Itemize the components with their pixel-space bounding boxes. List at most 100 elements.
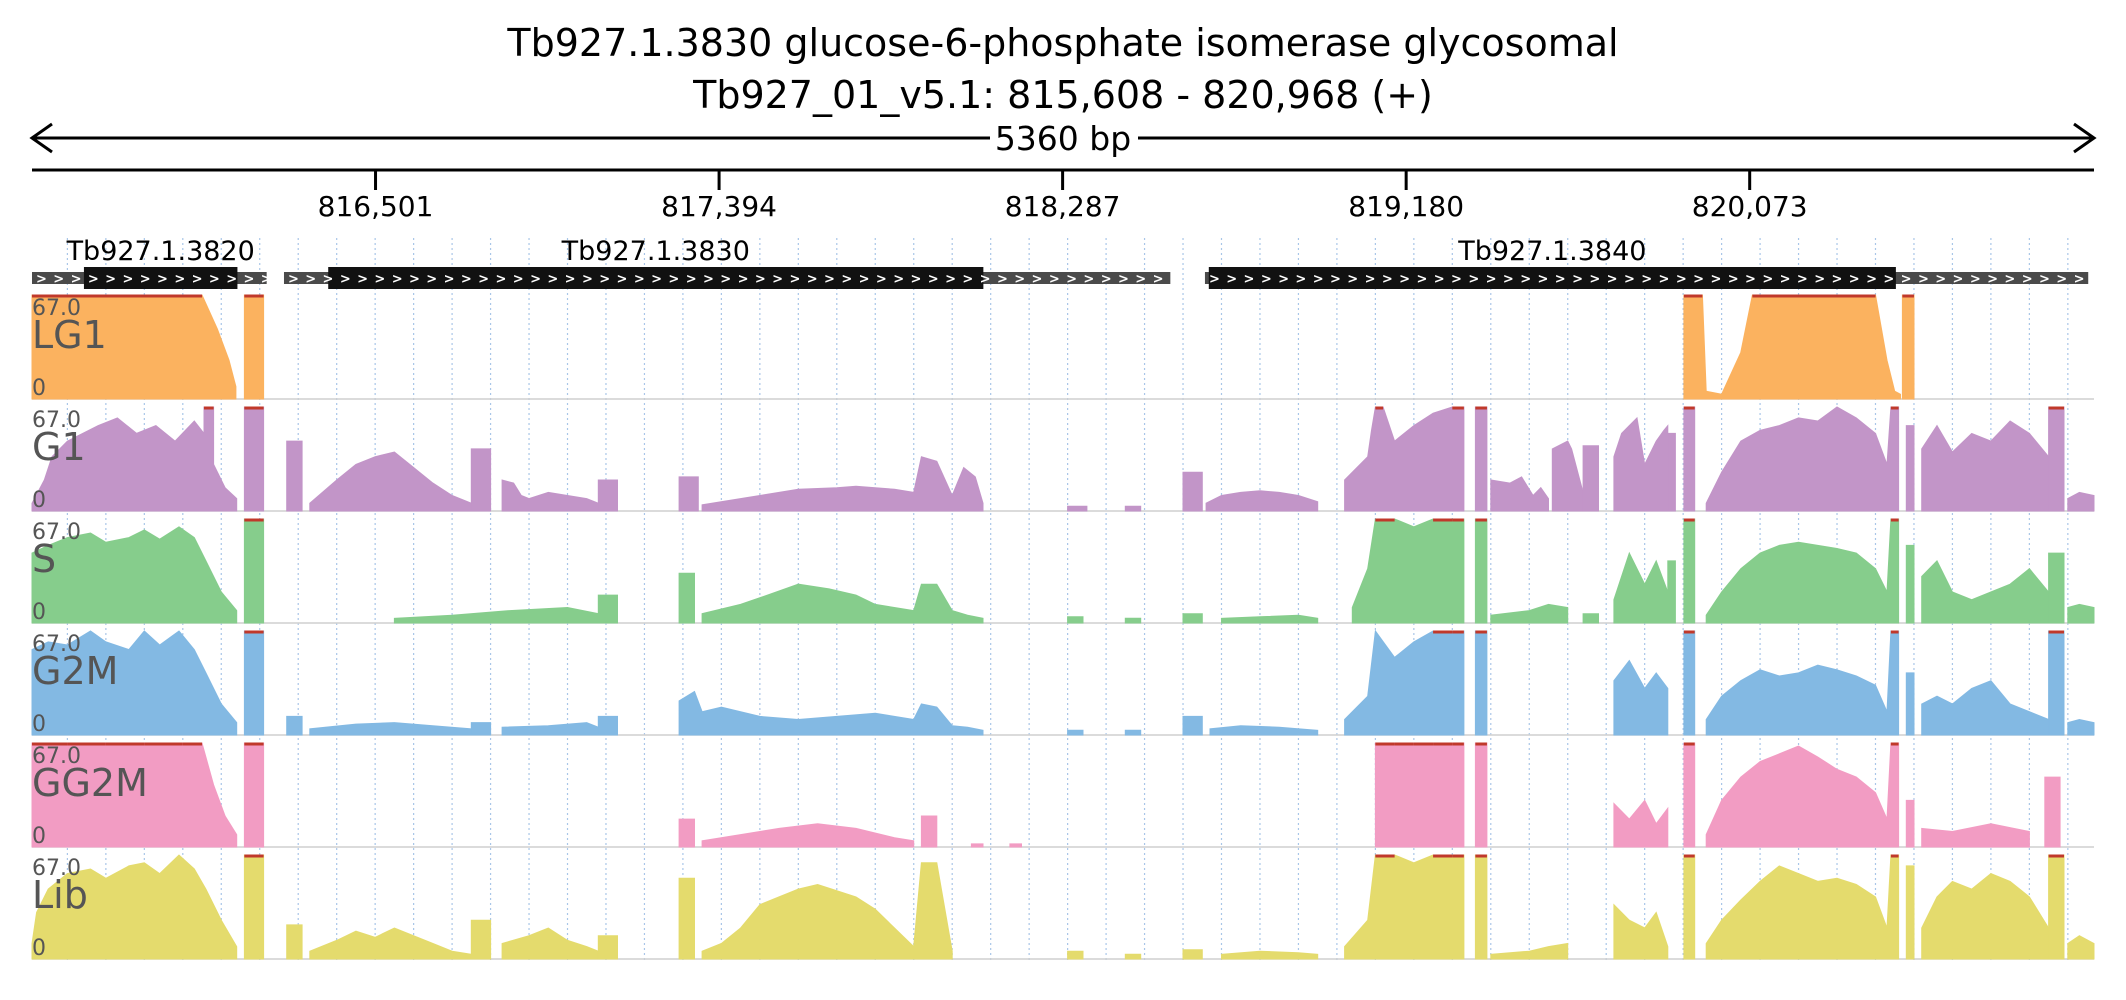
coverage-area <box>1905 544 1915 624</box>
coverage-area <box>701 862 953 960</box>
coverage-area <box>309 722 472 736</box>
coverage-area <box>1683 854 1696 960</box>
track-ymin-label: 0 <box>32 488 46 513</box>
coverage-area <box>1490 476 1549 512</box>
coverage-area <box>1921 873 2050 960</box>
coverage-area <box>2044 776 2061 848</box>
coverage-area <box>1683 406 1696 512</box>
coverage-area <box>243 854 265 960</box>
track-name: G2M <box>32 649 118 693</box>
coverage-area <box>701 823 915 848</box>
tick-label: 816,501 <box>318 190 434 223</box>
track-ymax-label: 67.0 <box>32 520 81 545</box>
coverage-area <box>597 479 618 512</box>
coverage-area <box>1705 854 1900 960</box>
coverage-area <box>1182 949 1203 960</box>
gene-track: >>>>>>>>>>>>>>>>Tb927.1.3820>>>>>>>>>>>>… <box>32 236 2126 289</box>
coverage-area <box>31 630 238 736</box>
coverage-area <box>31 406 238 512</box>
track-G2M: 67.0 0 G2M <box>31 629 2095 737</box>
coverage-area <box>1182 613 1203 624</box>
coverage-area <box>1683 294 1901 400</box>
coverage-area <box>1667 432 1676 512</box>
coverage-area <box>243 518 265 624</box>
coverage-area <box>470 722 492 736</box>
tick-label: 820,073 <box>1692 190 1808 223</box>
coverage-area <box>1705 742 1900 848</box>
coverage-area <box>1921 560 2050 624</box>
span-indicator: 5360 bp <box>29 119 2097 158</box>
gene-cds <box>328 267 984 289</box>
span-arrow-left-head <box>29 122 53 154</box>
tick-label: 817,394 <box>661 190 777 223</box>
plot-subtitle: Tb927_01_v5.1: 815,608 - 820,968 (+) <box>692 73 1433 117</box>
coordinate-ticks: 816,501 817,394 818,287 819,180 820,073 <box>318 170 1808 223</box>
coverage-area <box>1582 613 1599 624</box>
gene-Tb927.1.3820: >>>>>>>>>>>>>>>> Tb927.1.3820 <box>32 236 306 289</box>
coverage-area <box>1474 854 1488 960</box>
coverage-area <box>1683 630 1696 736</box>
coverage-area <box>2048 406 2065 512</box>
coverage-area <box>678 818 695 848</box>
coverage-area <box>1613 903 1669 960</box>
coverage-area <box>2067 718 2095 736</box>
coverage-area <box>701 456 984 512</box>
plot-title: Tb927.1.3830 glucose-6-phosphate isomera… <box>506 21 1618 65</box>
coverage-area <box>678 476 699 512</box>
gene-strand-arrows: >>>>>>>>>>>>>>>>>>>>>>>>>>>>>>>>>>>>>>>>… <box>1209 272 2126 287</box>
coverage-area <box>1490 603 1569 624</box>
coverage-area <box>1905 865 1915 960</box>
track-G1: 67.0 0 G1 <box>31 406 2095 513</box>
coverage-area <box>1582 445 1599 512</box>
coverage-area <box>1683 518 1696 624</box>
coverage-area <box>1182 471 1203 512</box>
coverage-area <box>1344 854 1465 960</box>
coverage-area <box>1124 729 1142 736</box>
coverage-area <box>1905 425 1915 512</box>
track-ymin-label: 0 <box>32 712 46 737</box>
coverage-area <box>1067 505 1088 512</box>
gene-label: Tb927.1.3830 <box>561 236 750 267</box>
coverage-area <box>2048 854 2065 960</box>
span-label: 5360 bp <box>995 119 1131 158</box>
coverage-area <box>286 715 303 736</box>
coverage-area <box>501 927 599 960</box>
coverage-area <box>1490 942 1569 960</box>
coverage-area <box>309 927 472 960</box>
coverage-area <box>1205 490 1319 512</box>
coverage-area <box>286 924 303 960</box>
coverage-area <box>1344 406 1465 512</box>
gene-Tb927.1.3840: >>>>>>>>>>>>>>>>>>>>>>>>>>>>>>>>>>>>>>>>… <box>1204 236 2126 289</box>
coverage-area <box>286 440 303 512</box>
coverage-area <box>1921 823 2030 848</box>
coverage-area <box>1474 742 1488 848</box>
gene-strand-arrows: >>>>>>>>>>>>>>>>>>>>>>>>>>>>>>>>>>>>>>>>… <box>288 272 1360 287</box>
coverage-area <box>1551 440 1584 512</box>
track-name: S <box>32 537 56 581</box>
coverage-area <box>243 294 265 400</box>
coverage-area <box>2067 935 2095 960</box>
track-ymax-label: 67.0 <box>32 632 81 657</box>
coverage-area <box>678 572 695 624</box>
coverage-area <box>1209 725 1319 736</box>
coverage-area <box>501 479 599 512</box>
coverage-area <box>2048 630 2065 736</box>
track-Lib: 67.0 0 Lib <box>31 854 2095 961</box>
coverage-area <box>470 919 492 960</box>
coverage-area <box>243 630 265 736</box>
coverage-area <box>1613 551 1669 624</box>
coverage-area <box>1474 630 1488 736</box>
coverage-area <box>1474 406 1488 512</box>
track-ymax-label: 67.0 <box>32 296 81 321</box>
coverage-area <box>309 451 472 512</box>
coverage-area <box>393 606 599 624</box>
coverage-area <box>1009 843 1022 848</box>
track-ymin-label: 0 <box>32 824 46 849</box>
coverage-area <box>1613 799 1669 848</box>
track-name: LG1 <box>32 313 107 357</box>
coverage-area <box>1905 672 1915 736</box>
coverage-area <box>243 742 265 848</box>
track-ymin-label: 0 <box>32 936 46 961</box>
coverage-area <box>1221 950 1319 960</box>
coverage-area <box>1705 406 1900 512</box>
